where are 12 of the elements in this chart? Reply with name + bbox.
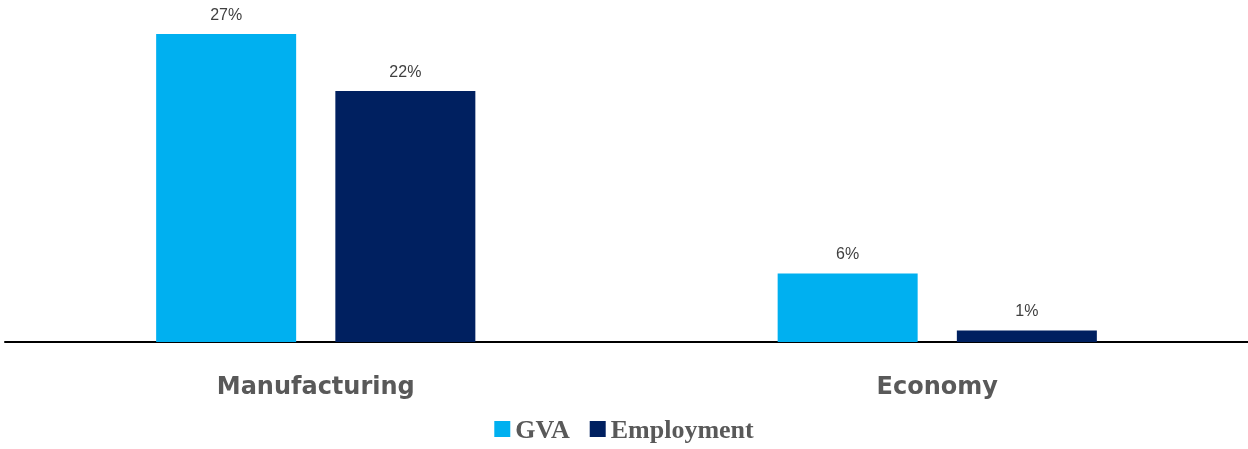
bar [335, 91, 476, 342]
bar [956, 330, 1097, 342]
data-label: 22% [389, 62, 422, 80]
legend-label: Employment [610, 414, 755, 444]
bar [156, 34, 297, 342]
bar [777, 273, 918, 342]
x-tick-label: Economy [876, 372, 999, 400]
data-label: 27% [210, 5, 243, 23]
data-label: 6% [836, 245, 860, 263]
data-label: 1% [1015, 302, 1039, 320]
x-tick-label: Manufacturing [216, 372, 415, 400]
legend-label: GVA [515, 414, 570, 444]
